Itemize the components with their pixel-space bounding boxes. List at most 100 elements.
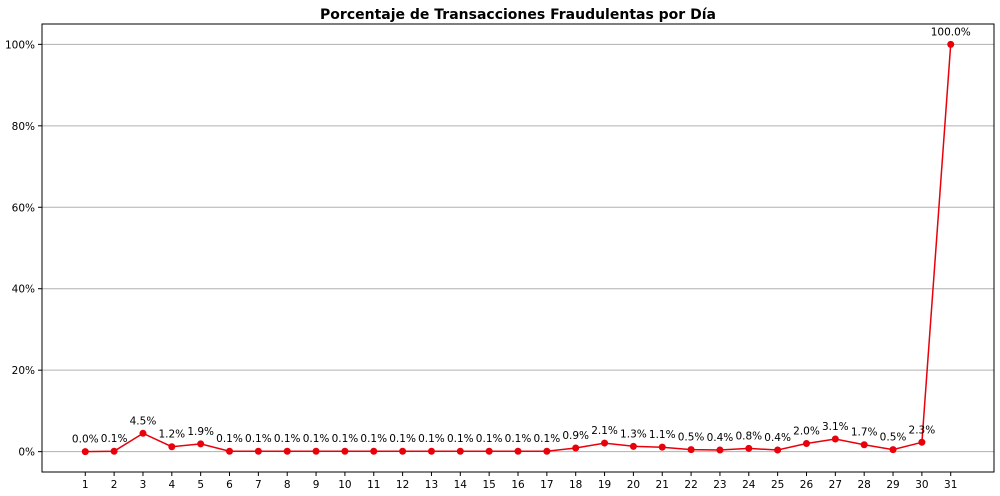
x-tick-label: 24	[742, 479, 756, 491]
data-point	[918, 438, 926, 446]
data-label: 0.1%	[360, 433, 387, 445]
x-tick-label: 19	[598, 479, 611, 491]
data-point	[860, 441, 868, 449]
data-point	[687, 446, 695, 454]
data-label: 0.1%	[216, 433, 243, 445]
data-label: 0.4%	[764, 432, 791, 444]
data-label: 100.0%	[931, 26, 971, 38]
series-line	[85, 44, 952, 453]
data-point	[514, 447, 522, 455]
x-tick-label: 27	[829, 479, 842, 491]
data-label: 4.5%	[130, 415, 157, 427]
y-tick-label: 20%	[12, 365, 35, 377]
data-label: 1.1%	[649, 429, 676, 441]
x-tick-label: 17	[540, 479, 553, 491]
x-tick-label: 2	[111, 479, 118, 491]
data-point	[81, 448, 89, 456]
x-tick-label: 3	[140, 479, 147, 491]
data-point	[601, 439, 609, 447]
data-point	[427, 447, 435, 455]
data-label: 0.8%	[735, 430, 762, 442]
chart-title: Porcentaje de Transacciones Fraudulentas…	[320, 7, 716, 23]
y-axis: 0% 20% 40% 60% 80% 100%	[5, 39, 42, 459]
x-tick-label: 12	[396, 479, 409, 491]
data-label: 3.1%	[822, 421, 849, 433]
x-tick-label: 20	[627, 479, 640, 491]
data-label: 2.3%	[909, 424, 936, 436]
data-label: 2.1%	[591, 425, 618, 437]
data-point	[341, 447, 349, 455]
x-tick-label: 10	[338, 479, 351, 491]
data-label: 0.1%	[303, 433, 330, 445]
data-point	[658, 443, 666, 451]
x-tick-label: 16	[511, 479, 525, 491]
data-point	[774, 446, 782, 454]
data-label: 0.1%	[447, 433, 474, 445]
data-point	[370, 447, 378, 455]
x-tick-label: 23	[713, 479, 726, 491]
x-tick-label: 22	[684, 479, 697, 491]
x-tick-label: 5	[197, 479, 204, 491]
data-label: 0.1%	[418, 433, 445, 445]
x-tick-label: 13	[425, 479, 438, 491]
data-point	[312, 447, 320, 455]
x-tick-label: 26	[800, 479, 814, 491]
data-point	[110, 447, 118, 455]
data-label: 2.0%	[793, 425, 820, 437]
y-gridlines	[42, 43, 994, 453]
y-tick-label: 40%	[12, 284, 35, 296]
data-point	[485, 447, 493, 455]
data-point	[831, 435, 839, 443]
x-tick-label: 7	[255, 479, 262, 491]
data-label: 0.9%	[562, 430, 589, 442]
x-tick-label: 14	[454, 479, 468, 491]
data-point	[399, 447, 407, 455]
data-point	[168, 443, 176, 451]
x-tick-label: 4	[168, 479, 175, 491]
data-label: 0.1%	[505, 433, 532, 445]
data-point	[716, 446, 724, 454]
data-label: 1.9%	[187, 426, 214, 438]
data-label: 1.7%	[851, 427, 878, 439]
x-tick-label: 21	[656, 479, 669, 491]
data-label: 0.5%	[678, 432, 705, 444]
data-point	[889, 446, 897, 454]
y-tick-label: 80%	[12, 121, 35, 133]
data-point	[197, 440, 205, 448]
data-label: 0.5%	[880, 432, 907, 444]
x-tick-label: 28	[857, 479, 870, 491]
plot-frame	[41, 23, 995, 473]
data-label: 0.0%	[72, 434, 99, 446]
data-point	[226, 447, 234, 455]
y-tick-label: 100%	[5, 39, 35, 51]
data-point	[629, 442, 637, 450]
data-label: 0.1%	[476, 433, 503, 445]
data-point	[543, 447, 551, 455]
data-point	[745, 444, 753, 452]
data-points	[81, 40, 955, 456]
data-label: 0.1%	[274, 433, 301, 445]
data-point	[947, 40, 955, 48]
y-tick-label: 60%	[12, 202, 35, 214]
x-tick-label: 11	[367, 479, 380, 491]
data-point	[283, 447, 291, 455]
x-tick-label: 9	[313, 479, 320, 491]
data-point	[572, 444, 580, 452]
data-label: 0.1%	[534, 433, 561, 445]
data-label: 0.1%	[332, 433, 359, 445]
x-tick-label: 8	[284, 479, 291, 491]
x-tick-label: 30	[915, 479, 928, 491]
x-tick-label: 18	[569, 479, 582, 491]
x-tick-label: 25	[771, 479, 784, 491]
data-label: 0.4%	[707, 432, 734, 444]
data-label: 0.1%	[101, 433, 128, 445]
data-point	[802, 439, 810, 447]
data-label: 0.1%	[389, 433, 416, 445]
data-label: 1.3%	[620, 428, 647, 440]
data-point	[254, 447, 262, 455]
x-tick-label: 15	[482, 479, 495, 491]
data-point	[139, 429, 147, 437]
data-labels: 0.0% 0.1%4.5%1.2% 1.9%0.1% 0.1% 0.1% 0.1% 0.1%…	[72, 26, 971, 445]
x-tick-label: 6	[226, 479, 233, 491]
